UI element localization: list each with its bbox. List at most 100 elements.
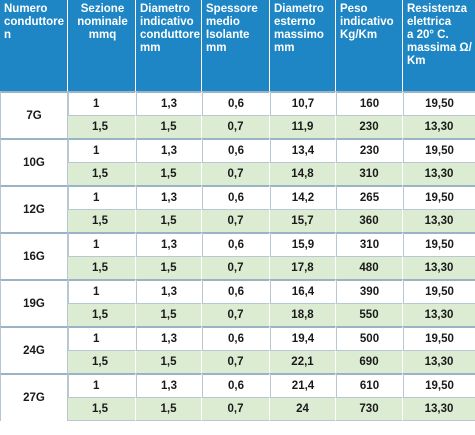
table-cell: 1,3 [136, 185, 202, 209]
header-diametro-esterno: Diametro esterno massimo mm [270, 0, 336, 91]
table-cell: 15,9 [270, 232, 336, 256]
table-cell: 0,6 [202, 232, 270, 256]
table-cell: 1,5 [68, 162, 136, 185]
table-cell: 15,7 [270, 209, 336, 232]
table-cell: 390 [336, 279, 403, 303]
table-cell: 0,6 [202, 185, 270, 209]
table-row: 1,5 1,5 0,7 15,7 360 13,30 [0, 209, 475, 232]
table-row: 7G 1 1,3 0,6 10,7 160 19,50 [0, 91, 475, 138]
table-cell: 13,30 [403, 115, 475, 138]
conductor-count-cell: 24G [0, 326, 68, 373]
table-row: 1,5 1,5 0,7 18,8 550 13,30 [0, 303, 475, 326]
table-cell: 13,4 [270, 138, 336, 162]
table-cell: 1,5 [68, 397, 136, 421]
table-cell: 1 [68, 279, 136, 303]
conductor-count-cell: 10G [0, 138, 68, 185]
table-cell: 0,6 [202, 373, 270, 397]
table-cell: 11,9 [270, 115, 336, 138]
table-cell: 1,5 [68, 209, 136, 232]
table-cell: 1,3 [136, 91, 202, 115]
table-cell: 13,30 [403, 256, 475, 279]
header-numero-conduttore: Numero conduttore n [0, 0, 68, 91]
table-cell: 0,7 [202, 115, 270, 138]
conductor-count-cell: 19G [0, 279, 68, 326]
table-row: 12G 1 1,3 0,6 14,2 265 19,50 [0, 185, 475, 232]
table-row: 1,5 1,5 0,7 22,1 690 13,30 [0, 350, 475, 373]
table-cell: 1,3 [136, 138, 202, 162]
table-cell: 0,7 [202, 350, 270, 373]
table-cell: 0,7 [202, 162, 270, 185]
table-cell: 1,3 [136, 279, 202, 303]
table-cell: 1 [68, 91, 136, 115]
table-cell: 1,5 [136, 350, 202, 373]
table-cell: 1 [68, 326, 136, 350]
table-cell: 19,50 [403, 232, 475, 256]
table-cell: 22,1 [270, 350, 336, 373]
table-cell: 14,2 [270, 185, 336, 209]
table-cell: 1,5 [136, 256, 202, 279]
table-cell: 16,4 [270, 279, 336, 303]
table-cell: 160 [336, 91, 403, 115]
table-cell: 1,3 [136, 373, 202, 397]
table-cell: 1,5 [68, 115, 136, 138]
table-cell: 690 [336, 350, 403, 373]
table-row: 16G 1 1,3 0,6 15,9 310 19,50 [0, 232, 475, 279]
table-cell: 1 [68, 185, 136, 209]
table-cell: 13,30 [403, 350, 475, 373]
table-row: 1,5 1,5 0,7 14,8 310 13,30 [0, 162, 475, 185]
table-cell: 0,6 [202, 326, 270, 350]
table-cell: 0,6 [202, 91, 270, 115]
table-cell: 19,50 [403, 279, 475, 303]
table-cell: 1,5 [136, 303, 202, 326]
table-cell: 1,3 [136, 326, 202, 350]
table-cell: 0,6 [202, 138, 270, 162]
table-cell: 550 [336, 303, 403, 326]
table-cell: 310 [336, 232, 403, 256]
table-row: 19G 1 1,3 0,6 16,4 390 19,50 [0, 279, 475, 326]
table-cell: 19,50 [403, 185, 475, 209]
table-cell: 0,7 [202, 209, 270, 232]
table-cell: 1,5 [136, 115, 202, 138]
header-row: Numero conduttore n Sezione nominale mmq… [0, 0, 475, 91]
table-cell: 1 [68, 138, 136, 162]
conductor-count-cell: 16G [0, 232, 68, 279]
table-cell: 1,5 [136, 209, 202, 232]
table-cell: 21,4 [270, 373, 336, 397]
table-cell: 0,7 [202, 303, 270, 326]
table-cell: 1,3 [136, 232, 202, 256]
table-cell: 19,50 [403, 138, 475, 162]
table-cell: 1,5 [136, 162, 202, 185]
table-row: 24G 1 1,3 0,6 19,4 500 19,50 [0, 326, 475, 373]
table-cell: 0,7 [202, 256, 270, 279]
table-row: 1,5 1,5 0,7 11,9 230 13,30 [0, 115, 475, 138]
table-cell: 10,7 [270, 91, 336, 115]
table-cell: 17,8 [270, 256, 336, 279]
header-spessore-isolante: Spessore medio Isolante mm [202, 0, 270, 91]
table-cell: 480 [336, 256, 403, 279]
table-cell: 0,7 [202, 397, 270, 421]
table-cell: 19,50 [403, 326, 475, 350]
table-cell: 265 [336, 185, 403, 209]
header-diametro-conduttore: Diametro indicativo conduttore mm [136, 0, 202, 91]
table-cell: 1,5 [68, 256, 136, 279]
table-cell: 1 [68, 232, 136, 256]
table-cell: 500 [336, 326, 403, 350]
table-cell: 13,30 [403, 303, 475, 326]
header-peso-indicativo: Peso indicativo Kg/Km [336, 0, 403, 91]
table-cell: 14,8 [270, 162, 336, 185]
table-cell: 0,6 [202, 279, 270, 303]
table-cell: 360 [336, 209, 403, 232]
table-body: 7G 1 1,3 0,6 10,7 160 19,50 1,5 1,5 0,7 11,9 230 13,… [0, 91, 475, 421]
table-cell: 13,30 [403, 397, 475, 421]
header-sezione-nominale: Sezione nominale mmq [68, 0, 136, 91]
table-cell: 24 [270, 397, 336, 421]
cable-spec-table: Numero conduttore n Sezione nominale mmq… [0, 0, 475, 421]
table-row: 10G 1 1,3 0,6 13,4 230 19,50 [0, 138, 475, 185]
header-resistenza-elettrica: Resistenza elettrica a 20° C. massima Ω/… [403, 0, 475, 91]
table-cell: 1 [68, 373, 136, 397]
conductor-count-cell: 7G [0, 91, 68, 138]
table-cell: 310 [336, 162, 403, 185]
table-cell: 1,5 [136, 397, 202, 421]
table-row: 1,5 1,5 0,7 17,8 480 13,30 [0, 256, 475, 279]
table-cell: 13,30 [403, 162, 475, 185]
